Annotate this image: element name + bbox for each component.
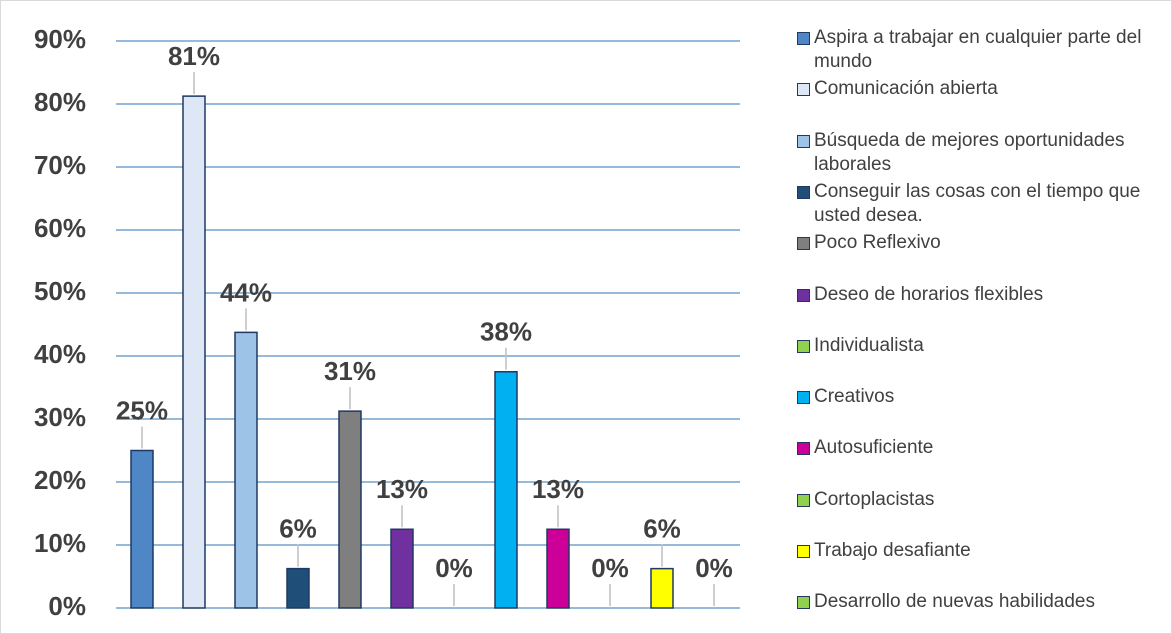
legend-swatch xyxy=(797,237,810,251)
y-tick-label: 70% xyxy=(34,150,86,180)
legend-label: Trabajo desafiante xyxy=(814,540,971,561)
bar xyxy=(650,567,674,609)
legend-item: Creativos xyxy=(797,385,1147,409)
legend-swatch xyxy=(797,596,810,610)
legend-swatch xyxy=(797,32,810,45)
bar xyxy=(234,331,258,609)
legend-swatch xyxy=(797,83,810,97)
data-label: 31% xyxy=(324,356,376,386)
y-tick-label: 40% xyxy=(34,339,86,369)
bar xyxy=(546,528,570,609)
legend-item: Trabajo desafiante xyxy=(797,539,1147,563)
legend-label: Cortoplacistas xyxy=(814,488,935,510)
legend-item: Autosuficiente xyxy=(797,436,1147,460)
y-tick-label: 60% xyxy=(34,213,86,243)
legend-label: Autosuficiente xyxy=(814,437,934,459)
y-tick-label: 80% xyxy=(34,87,86,117)
bar xyxy=(494,371,518,609)
legend-swatch xyxy=(797,134,810,148)
legend-label: Poco Reflexivo xyxy=(814,232,941,254)
legend-swatch xyxy=(797,545,810,558)
legend-label: Conseguir las cosas con el tiempo que us… xyxy=(814,180,1141,226)
bar xyxy=(182,95,206,609)
y-tick-label: 0% xyxy=(48,591,86,621)
legend-label: Deseo de horarios flexibles xyxy=(814,283,1044,305)
bar xyxy=(390,528,414,609)
legend-item: Conseguir las cosas con el tiempo que us… xyxy=(797,180,1147,228)
data-label: 13% xyxy=(376,474,428,504)
legend-swatch xyxy=(797,442,810,456)
legend-swatch xyxy=(797,493,810,507)
legend-label: Aspira a trabajar en cualquier parte del… xyxy=(814,27,1142,72)
legend-swatch xyxy=(797,288,810,302)
data-label: 25% xyxy=(116,395,168,425)
legend-swatch xyxy=(797,391,810,405)
y-tick-label: 20% xyxy=(34,465,86,495)
legend-label: Individualista xyxy=(814,334,924,356)
data-label: 0% xyxy=(591,553,629,583)
legend-item: Aspira a trabajar en cualquier parte del… xyxy=(797,26,1147,74)
legend-item: Deseo de horarios flexibles xyxy=(797,283,1147,307)
data-label: 6% xyxy=(643,514,681,544)
y-tick-label: 50% xyxy=(34,276,86,306)
data-label: 13% xyxy=(532,474,584,504)
data-label: 0% xyxy=(435,553,473,583)
legend-label: Búsqueda de mejores oportunidades labora… xyxy=(814,129,1125,175)
legend-label: Desarrollo de nuevas habilidades xyxy=(814,591,1095,613)
y-tick-label: 10% xyxy=(34,528,86,558)
bar xyxy=(130,449,154,609)
bar xyxy=(338,410,362,609)
data-label: 38% xyxy=(480,317,532,347)
data-label: 81% xyxy=(168,41,220,71)
legend-item: Individualista xyxy=(797,334,1147,358)
data-label: 6% xyxy=(279,514,317,544)
y-tick-label: 30% xyxy=(34,402,86,432)
legend-swatch xyxy=(797,339,810,353)
data-label: 0% xyxy=(695,553,733,583)
legend-item: Desarrollo de nuevas habilidades xyxy=(797,590,1147,614)
y-tick-label: 90% xyxy=(34,24,86,54)
data-label: 44% xyxy=(220,277,272,307)
legend-item: Búsqueda de mejores oportunidades labora… xyxy=(797,129,1147,177)
legend-label: Comunicación abierta xyxy=(814,78,998,100)
legend-swatch xyxy=(797,185,810,199)
legend-item: Poco Reflexivo xyxy=(797,231,1147,255)
bar xyxy=(286,567,310,609)
legend-item: Cortoplacistas xyxy=(797,488,1147,512)
legend-item: Comunicación abierta xyxy=(797,77,1147,101)
legend-label: Creativos xyxy=(814,386,895,408)
